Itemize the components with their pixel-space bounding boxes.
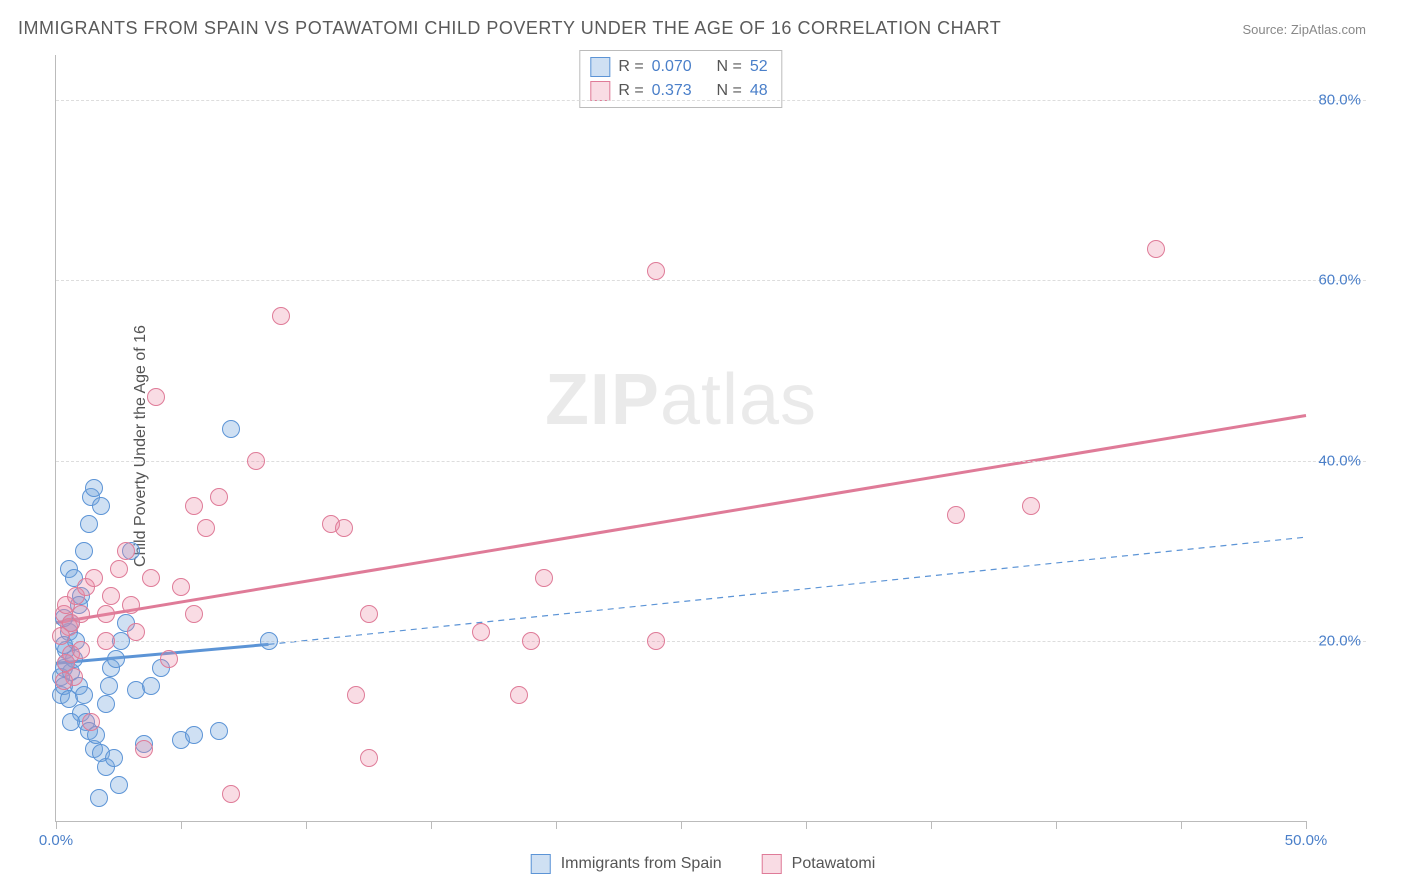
data-point xyxy=(210,722,228,740)
x-tick xyxy=(1306,821,1307,829)
data-point xyxy=(210,488,228,506)
data-point xyxy=(247,452,265,470)
legend-swatch xyxy=(762,854,782,874)
data-point xyxy=(110,560,128,578)
x-tick-label: 50.0% xyxy=(1285,832,1328,849)
data-point xyxy=(105,749,123,767)
data-point xyxy=(97,695,115,713)
gridline xyxy=(56,641,1366,642)
data-point xyxy=(92,497,110,515)
data-point xyxy=(335,519,353,537)
n-label: N = xyxy=(708,55,742,79)
data-point xyxy=(360,605,378,623)
data-point xyxy=(122,596,140,614)
r-label: R = xyxy=(618,55,643,79)
data-point xyxy=(185,605,203,623)
data-point xyxy=(75,686,93,704)
data-point xyxy=(107,650,125,668)
legend-swatch xyxy=(590,57,610,77)
data-point xyxy=(522,632,540,650)
y-tick-label: 20.0% xyxy=(1318,632,1361,649)
x-tick xyxy=(806,821,807,829)
y-tick-label: 80.0% xyxy=(1318,92,1361,109)
data-point xyxy=(142,677,160,695)
data-point xyxy=(222,420,240,438)
x-tick xyxy=(556,821,557,829)
data-point xyxy=(347,686,365,704)
x-tick xyxy=(1181,821,1182,829)
data-point xyxy=(90,789,108,807)
data-point xyxy=(97,605,115,623)
bottom-legend: Immigrants from Spain Potawatomi xyxy=(531,854,876,874)
data-point xyxy=(272,307,290,325)
legend-label: Potawatomi xyxy=(792,855,876,873)
legend-swatch xyxy=(531,854,551,874)
x-tick xyxy=(431,821,432,829)
data-point xyxy=(85,569,103,587)
data-point xyxy=(52,627,70,645)
x-tick xyxy=(681,821,682,829)
data-point xyxy=(647,262,665,280)
x-tick xyxy=(931,821,932,829)
scatter-plot-area: ZIPatlas R =0.070 N =52R =0.373 N =48 20… xyxy=(55,55,1306,822)
data-point xyxy=(160,650,178,668)
data-point xyxy=(510,686,528,704)
legend-label: Immigrants from Spain xyxy=(561,855,722,873)
watermark: ZIPatlas xyxy=(545,359,817,441)
data-point xyxy=(142,569,160,587)
y-tick-label: 60.0% xyxy=(1318,272,1361,289)
legend-item: Immigrants from Spain xyxy=(531,854,722,874)
data-point xyxy=(82,713,100,731)
x-tick xyxy=(1056,821,1057,829)
data-point xyxy=(185,497,203,515)
x-tick xyxy=(306,821,307,829)
data-point xyxy=(100,677,118,695)
legend-swatch xyxy=(590,81,610,101)
legend-item: Potawatomi xyxy=(762,854,876,874)
data-point xyxy=(62,713,80,731)
data-point xyxy=(472,623,490,641)
data-point xyxy=(260,632,278,650)
n-value: 52 xyxy=(750,55,768,79)
chart-title: IMMIGRANTS FROM SPAIN VS POTAWATOMI CHIL… xyxy=(18,18,1001,39)
data-point xyxy=(72,641,90,659)
data-point xyxy=(72,605,90,623)
data-point xyxy=(222,785,240,803)
data-point xyxy=(185,726,203,744)
data-point xyxy=(110,776,128,794)
data-point xyxy=(147,388,165,406)
data-point xyxy=(947,506,965,524)
data-point xyxy=(55,672,73,690)
y-tick-label: 40.0% xyxy=(1318,452,1361,469)
x-tick xyxy=(181,821,182,829)
gridline xyxy=(56,280,1366,281)
data-point xyxy=(75,542,93,560)
data-point xyxy=(647,632,665,650)
data-point xyxy=(1022,497,1040,515)
data-point xyxy=(135,740,153,758)
data-point xyxy=(127,623,145,641)
x-tick xyxy=(56,821,57,829)
regression-lines xyxy=(56,55,1306,821)
x-tick-label: 0.0% xyxy=(39,832,73,849)
data-point xyxy=(360,749,378,767)
data-point xyxy=(80,515,98,533)
data-point xyxy=(85,479,103,497)
stats-row: R = 0.070 N = 52 xyxy=(590,55,767,79)
data-point xyxy=(197,519,215,537)
source-label: Source: ZipAtlas.com xyxy=(1242,22,1366,37)
data-point xyxy=(97,632,115,650)
data-point xyxy=(1147,240,1165,258)
r-value: 0.070 xyxy=(652,55,700,79)
data-point xyxy=(102,587,120,605)
data-point xyxy=(117,542,135,560)
data-point xyxy=(172,578,190,596)
data-point xyxy=(535,569,553,587)
gridline xyxy=(56,100,1366,101)
